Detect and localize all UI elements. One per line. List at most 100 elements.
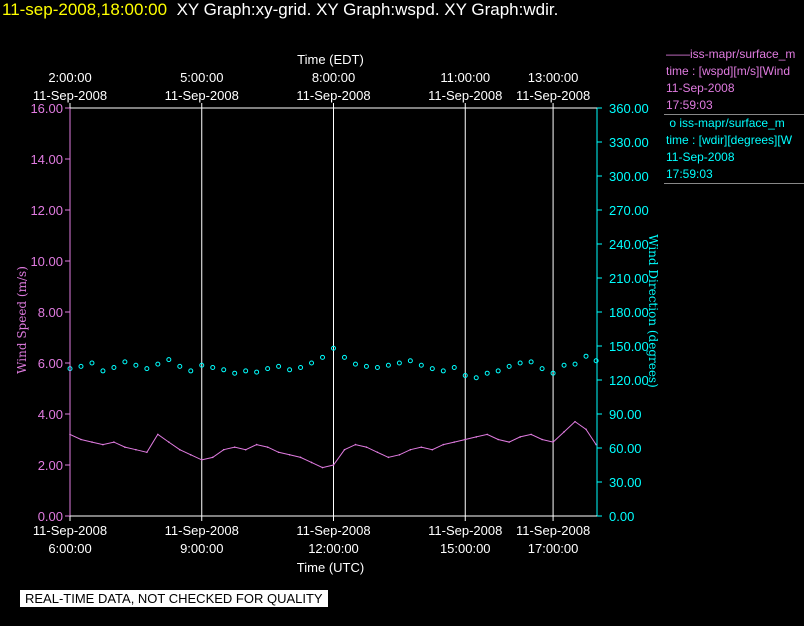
top-tick-time: 13:00:00 [528,70,579,85]
bottom-tick-date: 11-Sep-2008 [428,523,502,538]
right-tick-label: 300.00 [609,169,649,184]
top-tick-time: 5:00:00 [180,70,223,85]
bottom-tick-time: 17:00:00 [528,541,579,556]
wind-direction-point [309,360,315,366]
bottom-tick-date: 11-Sep-2008 [296,523,370,538]
wind-direction-point [166,357,172,363]
wind-speed-point [585,428,587,431]
quality-disclaimer: REAL-TIME DATA, NOT CHECKED FOR QUALITY [20,590,328,607]
wind-direction-point [188,368,194,374]
legend-series-date: 11-Sep-2008 [666,150,735,164]
bottom-tick-date: 11-Sep-2008 [516,523,590,538]
left-axis-title: Wind Speed (m/s) [15,266,29,374]
wind-direction-point [462,372,468,378]
wind-speed-point [409,448,412,451]
bottom-tick-date: 11-Sep-2008 [33,523,107,538]
legend-entry-wind-direction: o iss-mapr/surface_m time : [wdir][degre… [664,115,804,183]
right-tick-label: 30.00 [609,475,642,490]
wind-speed-point [420,446,423,448]
wind-speed-point [486,433,489,436]
wind-direction-point [144,366,150,372]
wind-direction-point [254,369,260,375]
top-tick-date: 11-Sep-2008 [165,88,239,103]
wind-speed-series [69,420,597,469]
legend-series-time: 17:59:03 [666,167,713,181]
wind-direction-point [385,362,391,368]
wind-speed-point [310,461,313,464]
left-tick-label: 10.00 [30,254,63,269]
wind-speed-point [343,448,346,451]
top-tick-time: 11:00:00 [440,70,490,85]
wind-direction-point [429,366,435,372]
wind-speed-point [508,441,510,443]
legend-divider [664,114,804,115]
wind-direction-point [352,361,358,367]
wind-speed-point [266,446,269,448]
top-tick-date: 11-Sep-2008 [33,88,107,103]
wind-direction-point [495,368,501,374]
wind-direction-point [396,360,402,366]
wind-direction-point [440,368,446,374]
right-axis-title: Wind Direction (degrees) [646,234,660,388]
wind-direction-point [572,361,578,367]
wind-direction-point [78,363,84,369]
right-tick-label: 180.00 [609,305,649,320]
wind-direction-point [265,366,271,372]
wind-speed-point [464,438,467,441]
legend-series-desc: time : [wdir][degrees][W [666,133,793,147]
wind-speed-point [277,451,280,454]
wind-speed-point [102,443,104,446]
wind-speed-point [332,464,335,466]
wind-speed-point [124,446,126,448]
wind-speed-point [497,438,499,441]
wind-direction-series [67,345,599,381]
wind-direction-point [122,359,128,365]
right-tick-label: 90.00 [609,407,642,422]
wind-direction-point [539,366,545,372]
wind-speed-point [135,448,137,451]
wind-speed-point [222,448,225,451]
wind-speed-point [233,446,236,448]
right-tick-label: 60.00 [609,441,642,456]
wind-direction-point [418,362,424,368]
right-tick-label: 330.00 [609,135,649,150]
wind-speed-point [431,448,434,451]
wind-speed-point [563,431,565,433]
right-tick-label: 360.00 [609,101,649,116]
wind-speed-point [211,456,214,459]
bottom-tick-time: 9:00:00 [180,541,223,556]
right-tick-label: 120.00 [609,373,649,388]
right-tick-label: 0.00 [609,509,634,524]
wind-direction-point [506,363,512,369]
wind-speed-point [475,436,478,438]
wind-direction-point [232,370,238,376]
wind-direction-point [374,365,380,371]
wind-direction-point [473,375,479,381]
wind-direction-point [561,362,567,368]
wind-speed-point [157,433,159,436]
bottom-tick-date: 11-Sep-2008 [165,523,239,538]
top-tick-date: 11-Sep-2008 [516,88,590,103]
wind-speed-point [255,443,258,446]
wind-direction-point [320,354,326,360]
wind-direction-point [276,363,282,369]
right-tick-label: 210.00 [609,271,649,286]
top-tick-date: 11-Sep-2008 [428,88,502,103]
wind-direction-point [155,361,161,367]
wind-direction-point [199,362,205,368]
title-timestamp: 11-sep-2008,18:00:00 [2,0,168,19]
left-tick-label: 8.00 [38,305,63,320]
wind-direction-point [517,360,523,366]
wind-speed-point [387,456,390,459]
wind-direction-point [177,363,183,369]
wind-speed-point [200,459,203,461]
window-title: 11-sep-2008,18:00:00 XY Graph:xy-grid. X… [2,0,558,20]
right-tick-label: 270.00 [609,203,649,218]
wind-speed-point [244,448,247,451]
legend-divider [664,183,804,184]
wind-speed-point [398,454,401,456]
wind-speed-point [541,438,543,441]
wind-speed-point [91,441,93,443]
wind-direction-point [210,365,216,371]
wind-speed-point [288,454,291,456]
